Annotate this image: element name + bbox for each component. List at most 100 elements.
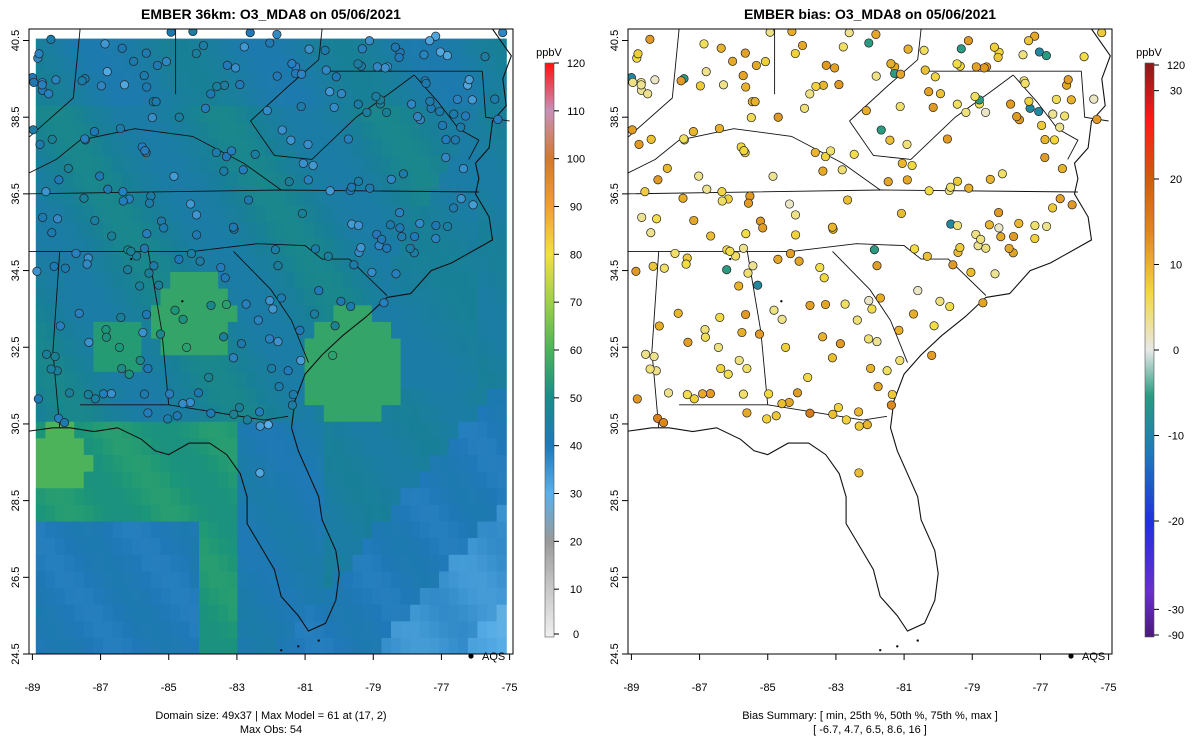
grid-cell bbox=[103, 171, 114, 189]
grid-cell bbox=[343, 437, 354, 455]
state-border bbox=[80, 404, 289, 421]
grid-cell bbox=[112, 221, 123, 239]
grid-cell bbox=[160, 504, 171, 522]
bias-point bbox=[952, 59, 962, 69]
grid-cell bbox=[83, 421, 94, 439]
grid-cell bbox=[429, 238, 440, 256]
grid-cell bbox=[45, 254, 56, 272]
obs-point bbox=[410, 231, 420, 242]
grid-cell bbox=[275, 537, 286, 555]
obs-point bbox=[371, 91, 381, 102]
grid-cell bbox=[295, 471, 306, 489]
grid-cell bbox=[189, 504, 200, 522]
grid-cell bbox=[275, 138, 286, 156]
bias-point bbox=[840, 299, 850, 309]
grid-cell bbox=[285, 204, 296, 223]
grid-cell bbox=[131, 437, 142, 455]
obs-point bbox=[441, 152, 451, 163]
grid-cell bbox=[170, 354, 181, 372]
bias-point bbox=[1040, 152, 1050, 163]
grid-cell bbox=[237, 587, 248, 605]
grid-cell bbox=[218, 471, 229, 489]
obs-point bbox=[357, 44, 367, 54]
grid-cell bbox=[295, 254, 306, 272]
grid-cell bbox=[381, 155, 392, 173]
grid-cell bbox=[189, 437, 200, 455]
bias-point bbox=[694, 171, 704, 181]
colorbar-tick-label: -90 bbox=[1168, 630, 1184, 642]
grid-cell bbox=[189, 271, 200, 289]
grid-cell bbox=[439, 620, 450, 638]
grid-cell bbox=[333, 604, 344, 622]
obs-point bbox=[443, 221, 453, 231]
grid-cell bbox=[199, 454, 210, 472]
map-island bbox=[297, 645, 300, 648]
obs-point bbox=[220, 273, 230, 283]
grid-cell bbox=[439, 421, 450, 439]
bias-point bbox=[843, 195, 853, 205]
grid-cell bbox=[419, 121, 430, 139]
grid-cell bbox=[477, 171, 488, 189]
grid-cell bbox=[122, 454, 133, 472]
grid-cell bbox=[189, 71, 200, 90]
bias-point bbox=[628, 125, 637, 135]
grid-cell bbox=[439, 471, 450, 489]
grid-cell bbox=[400, 121, 411, 139]
grid-cell bbox=[45, 404, 56, 422]
obs-point bbox=[425, 36, 435, 46]
obs-point bbox=[71, 248, 81, 258]
grid-cell bbox=[333, 454, 344, 472]
bias-point bbox=[764, 389, 774, 399]
state-border bbox=[250, 74, 415, 160]
grid-cell bbox=[35, 354, 46, 372]
grid-cell bbox=[487, 504, 498, 522]
grid-cell bbox=[112, 304, 123, 322]
grid-cell bbox=[64, 221, 75, 239]
grid-cell bbox=[266, 504, 277, 522]
grid-cell bbox=[400, 238, 411, 256]
bias-point bbox=[725, 246, 735, 256]
grid-cell bbox=[410, 204, 421, 223]
grid-cell bbox=[112, 604, 123, 622]
grid-cell bbox=[122, 304, 133, 322]
bias-point bbox=[787, 29, 797, 37]
grid-cell bbox=[410, 554, 421, 572]
grid-cell bbox=[285, 421, 296, 439]
grid-cell bbox=[208, 371, 219, 389]
grid-cell bbox=[83, 138, 94, 156]
x-tick-label: -87 bbox=[93, 682, 109, 694]
grid-cell bbox=[448, 421, 459, 439]
grid-cell bbox=[179, 354, 190, 372]
right-plot-frame bbox=[627, 28, 1113, 655]
grid-cell bbox=[381, 221, 392, 239]
grid-cell bbox=[429, 421, 440, 439]
grid-cell bbox=[256, 338, 267, 356]
grid-cell bbox=[496, 71, 507, 90]
obs-point bbox=[391, 269, 401, 279]
grid-cell bbox=[371, 520, 382, 539]
grid-cell bbox=[477, 304, 488, 322]
grid-cell bbox=[266, 321, 277, 339]
grid-cell bbox=[448, 171, 459, 189]
grid-cell bbox=[35, 338, 46, 356]
bias-point bbox=[1006, 99, 1016, 109]
grid-cell bbox=[477, 620, 488, 638]
bias-point bbox=[1063, 75, 1073, 85]
bias-point bbox=[827, 353, 837, 363]
grid-cell bbox=[487, 387, 498, 406]
right-title: EMBER bias: O3_MDA8 on 05/06/2021 bbox=[744, 6, 996, 22]
grid-cell bbox=[314, 471, 325, 489]
grid-cell bbox=[496, 620, 507, 638]
grid-cell bbox=[208, 587, 219, 605]
obs-point bbox=[152, 60, 162, 70]
grid-cell bbox=[64, 454, 75, 472]
grid-cell bbox=[93, 338, 104, 356]
x-tick-label: -77 bbox=[433, 682, 449, 694]
grid-cell bbox=[410, 421, 421, 439]
grid-cell bbox=[35, 121, 46, 139]
colorbar-tick-label: 0 bbox=[573, 629, 579, 641]
grid-cell bbox=[439, 437, 450, 455]
grid-cell bbox=[429, 188, 440, 206]
bias-point bbox=[841, 415, 851, 425]
grid-cell bbox=[343, 254, 354, 272]
